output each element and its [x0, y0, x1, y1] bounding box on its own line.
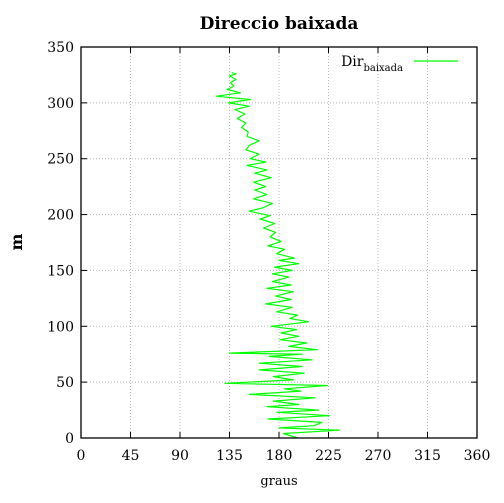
legend: Dirbaixada	[341, 54, 458, 74]
y-tick-label: 250	[47, 152, 74, 168]
y-tick-label: 0	[65, 431, 74, 447]
x-tick-label: 270	[365, 448, 392, 464]
y-axis-label: m	[7, 233, 26, 250]
x-tick-label: 0	[77, 448, 86, 464]
plot-area	[215, 72, 341, 439]
x-tick-label: 90	[171, 448, 189, 464]
series-line	[215, 72, 341, 439]
x-tick-label: 135	[216, 448, 243, 464]
x-tick-label: 315	[414, 448, 441, 464]
x-tick-label: 45	[122, 448, 140, 464]
x-tick-label: 360	[464, 448, 491, 464]
legend-label: Dirbaixada	[341, 54, 403, 74]
legend-series-name: Dir	[341, 54, 364, 70]
legend-series-subscript: baixada	[363, 63, 403, 74]
y-tick-label: 200	[47, 208, 74, 224]
y-tick-label: 50	[56, 375, 74, 391]
y-tick-label: 150	[47, 263, 74, 279]
chart-title: Direccio baixada	[200, 14, 359, 34]
axis-ticks: 0 45 90 135 180 225 270 315 360 0 50 100 150 200 250 30…	[47, 40, 490, 464]
x-tick-label: 180	[266, 448, 293, 464]
x-axis-label: graus	[260, 474, 297, 489]
y-tick-label: 350	[47, 40, 74, 56]
y-tick-label: 100	[47, 319, 74, 335]
x-tick-label: 225	[315, 448, 342, 464]
y-tick-label: 300	[47, 96, 74, 112]
